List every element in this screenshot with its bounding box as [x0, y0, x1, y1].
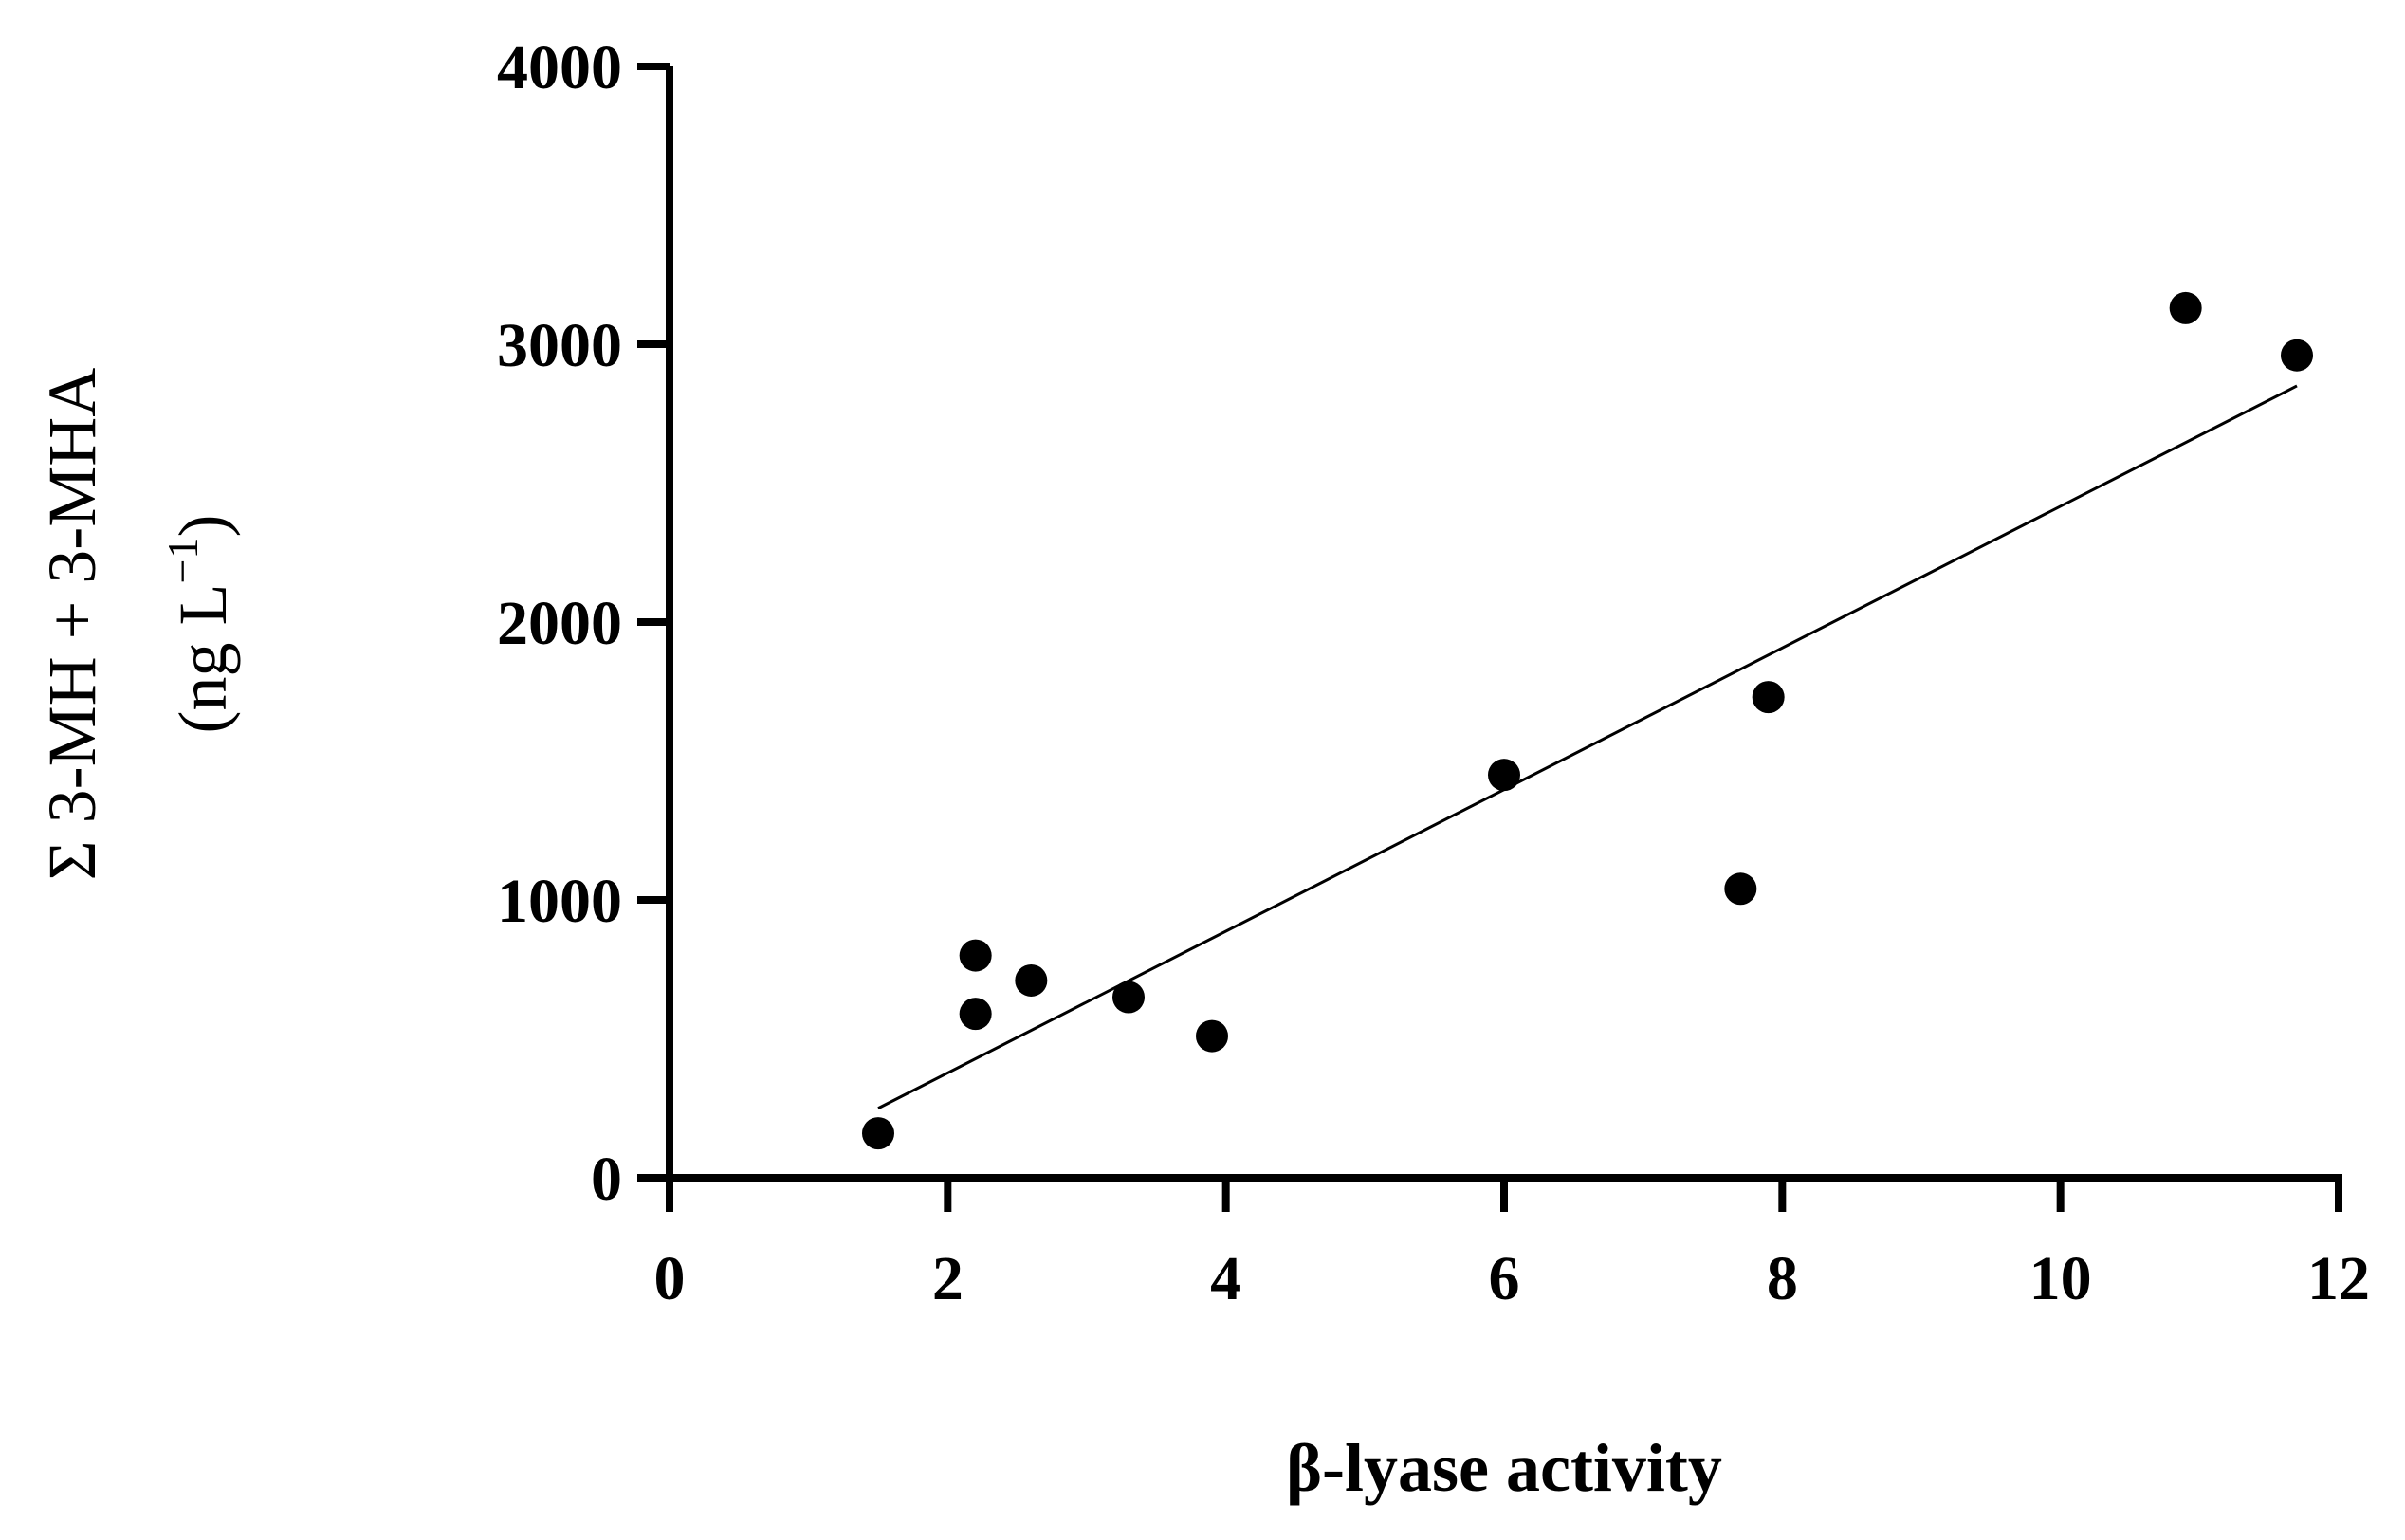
- x-axis-title: β-lyase activity: [1286, 1430, 1722, 1506]
- data-point: [862, 1117, 894, 1150]
- data-point: [2169, 291, 2202, 324]
- data-points: [862, 291, 2313, 1150]
- y-axis-title-line2: (ng L−1): [158, 515, 241, 734]
- data-point: [1752, 681, 1785, 714]
- axes: [666, 66, 2342, 1182]
- x-ticks: 0 2 4 6 8 10 12: [654, 1178, 2370, 1313]
- x-tick-label: 2: [932, 1244, 964, 1313]
- y-tick-label: 3000: [497, 311, 622, 380]
- data-point: [959, 939, 992, 972]
- y-axis-title-line1: Σ 3-MH + 3-MHA: [34, 368, 110, 881]
- x-tick-label: 8: [1767, 1244, 1798, 1313]
- x-tick-label: 0: [654, 1244, 686, 1313]
- data-point: [1196, 1019, 1228, 1053]
- data-point: [1112, 981, 1145, 1014]
- y-axis-unit-exponent: −1: [158, 538, 207, 584]
- x-tick-label: 6: [1489, 1244, 1520, 1313]
- y-tick-label: 2000: [497, 589, 622, 658]
- data-point: [959, 998, 992, 1031]
- data-point: [2281, 339, 2313, 372]
- x-tick-label: 4: [1210, 1244, 1241, 1313]
- y-axis-unit-prefix: (ng L: [165, 583, 241, 733]
- y-tick-label: 1000: [497, 867, 622, 936]
- y-axis-unit-suffix: ): [165, 515, 241, 538]
- y-ticks: 0 1000 2000 3000 4000: [497, 33, 670, 1214]
- trendline: [877, 384, 2298, 1110]
- data-point: [1015, 963, 1048, 997]
- x-tick-label: 10: [2029, 1244, 2092, 1313]
- data-point: [1488, 759, 1520, 792]
- y-tick-label: 4000: [497, 33, 622, 102]
- x-tick-label: 12: [2307, 1244, 2370, 1313]
- data-point: [1724, 872, 1757, 906]
- y-axis-title: Σ 3-MH + 3-MHA (ng L−1): [34, 368, 241, 881]
- y-tick-label: 0: [591, 1145, 622, 1214]
